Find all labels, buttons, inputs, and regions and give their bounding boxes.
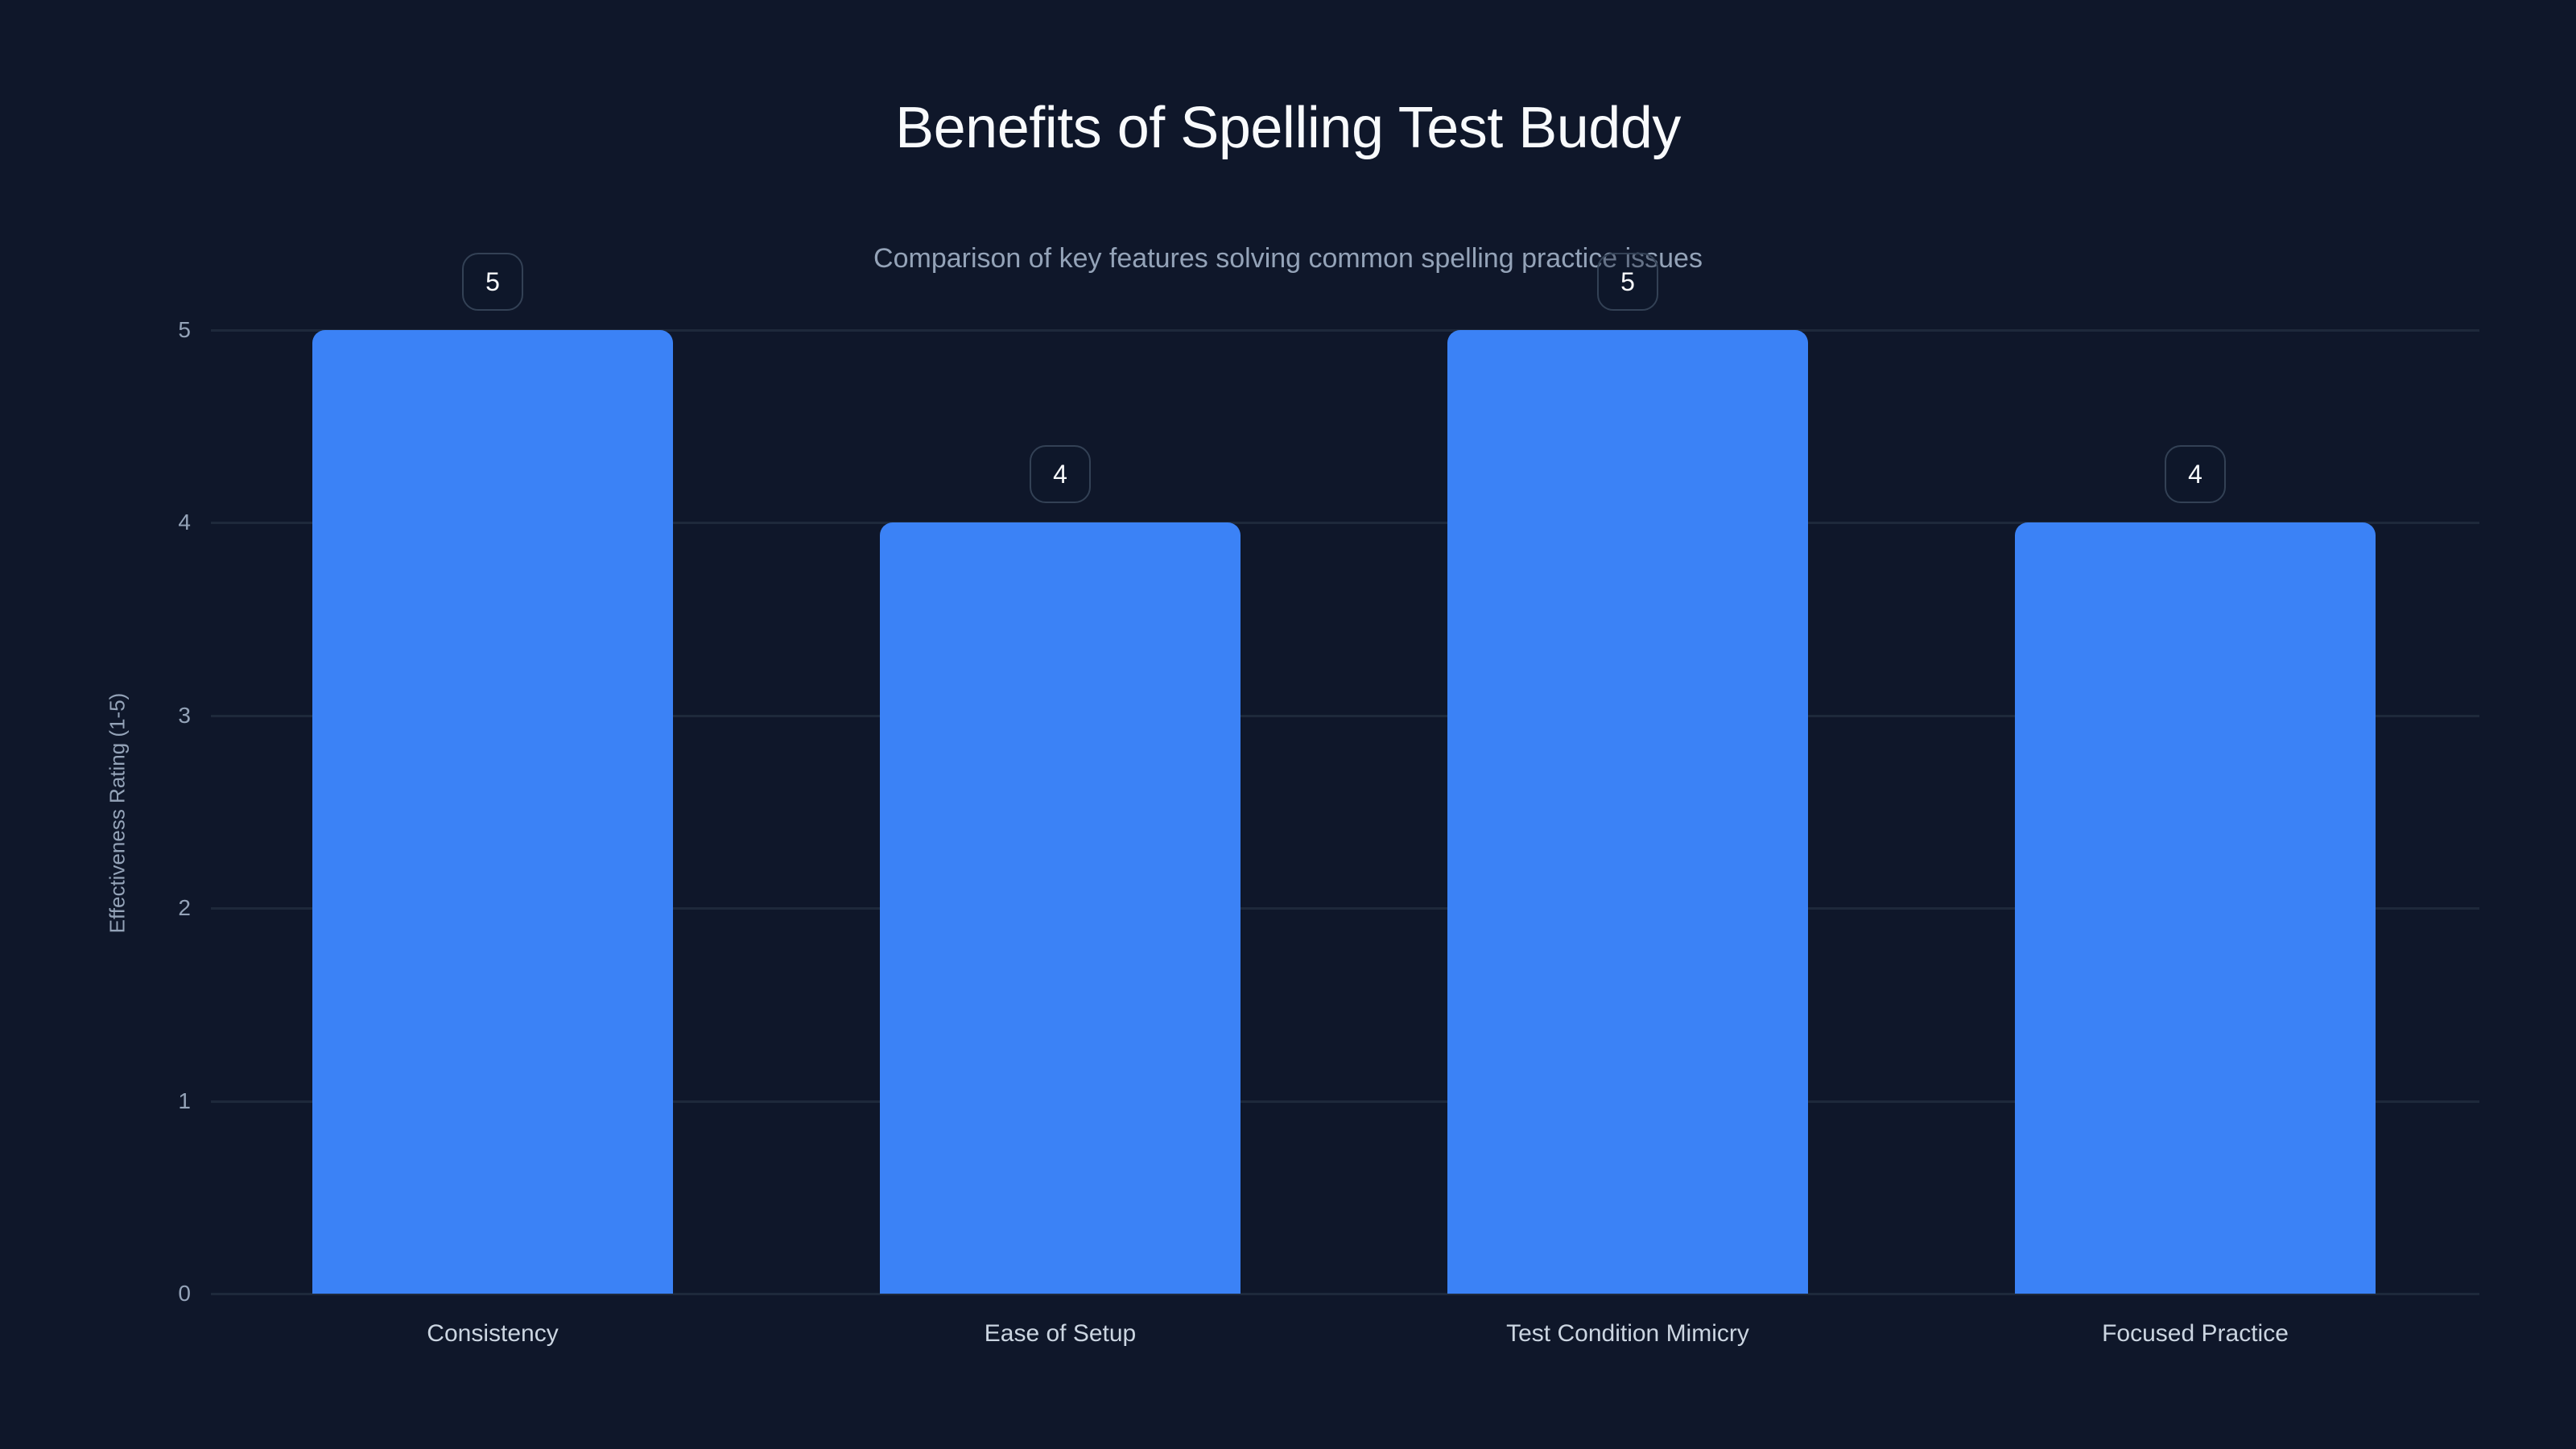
gridline-1 xyxy=(211,1100,2479,1103)
x-tick-test-condition-mimicry: Test Condition Mimicry xyxy=(1506,1320,1749,1347)
gridline-3 xyxy=(211,715,2479,717)
chart-subtitle: Comparison of key features solving commo… xyxy=(873,243,1703,274)
gridline-4 xyxy=(211,522,2479,524)
chart-title: Benefits of Spelling Test Buddy xyxy=(895,96,1681,160)
value-label-consistency: 5 xyxy=(462,253,523,311)
gridline-2 xyxy=(211,907,2479,910)
x-tick-ease-of-setup: Ease of Setup xyxy=(984,1320,1137,1347)
value-label-ease-of-setup: 4 xyxy=(1030,445,1091,503)
y-tick-1: 1 xyxy=(178,1088,191,1113)
plot-area: 5 4 3 2 1 0 5 4 5 4 xyxy=(178,253,2479,1306)
x-axis-baseline xyxy=(211,1293,2479,1295)
y-tick-5: 5 xyxy=(178,317,191,342)
y-tick-2: 2 xyxy=(178,895,191,920)
gridline-5 xyxy=(211,329,2479,332)
y-tick-0: 0 xyxy=(178,1281,191,1306)
bar-ease-of-setup[interactable] xyxy=(880,522,1241,1294)
y-axis-label: Effectiveness Rating (1-5) xyxy=(105,692,130,934)
bar-focused-practice[interactable] xyxy=(2015,522,2376,1294)
bar-test-condition-mimicry[interactable] xyxy=(1447,330,1808,1294)
x-tick-focused-practice: Focused Practice xyxy=(2102,1320,2289,1347)
bar-consistency[interactable] xyxy=(312,330,673,1294)
x-tick-consistency: Consistency xyxy=(427,1320,559,1347)
y-tick-3: 3 xyxy=(178,703,191,728)
value-label-focused-practice: 4 xyxy=(2165,445,2226,503)
y-tick-4: 4 xyxy=(178,510,191,535)
value-label-test-condition-mimicry: 5 xyxy=(1597,253,1658,311)
